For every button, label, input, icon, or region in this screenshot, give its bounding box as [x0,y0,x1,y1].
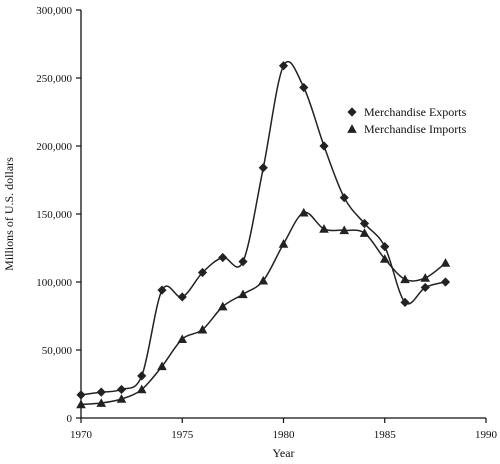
series-layer [76,60,451,409]
data-point-imports [339,225,350,235]
series-line-imports [80,211,446,406]
data-point-exports [218,252,228,263]
data-point-exports [380,242,390,252]
x-axis-title: Year [272,446,294,460]
data-point-imports [278,239,289,248]
data-point-exports [339,193,349,203]
data-point-imports [400,274,410,284]
y-tick-label: 250,000 [36,73,72,85]
data-point-imports [359,228,370,237]
series-exports [76,60,451,400]
x-tick-label: 1990 [475,429,498,441]
data-point-exports [238,257,248,267]
x-tick-label: 1970 [70,429,93,441]
y-tick-label: 200,000 [36,141,72,153]
data-point-exports [420,282,430,293]
y-tick-label: 100,000 [36,277,72,289]
legend-label-imports: Merchandise Imports [364,122,467,136]
legend-item-imports: Merchandise Imports [347,122,467,136]
y-tick-label: 150,000 [36,209,72,221]
legend-marker-diamond [347,107,357,117]
data-point-exports [116,384,127,395]
data-point-imports [379,254,390,263]
legend-item-exports: Merchandise Exports [347,105,467,119]
data-point-exports [157,285,167,295]
data-point-exports [319,141,329,151]
data-point-exports [76,390,86,400]
y-tick-label: 0 [67,413,73,425]
data-point-imports [319,224,329,233]
x-tick-label: 1980 [273,429,296,441]
y-axis-title: Millions of U.S. dollars [2,157,16,271]
data-point-exports [197,267,208,278]
data-point-imports [96,398,107,407]
data-point-imports [136,384,147,394]
data-point-imports [157,361,167,371]
data-point-exports [96,387,106,397]
data-point-imports [177,334,188,343]
data-point-exports [278,61,289,71]
data-point-imports [258,275,269,285]
x-tick-label: 1985 [374,429,397,441]
y-ticks: 0 50,000 100,000 150,000 200,000 250,000 300,0… [36,5,81,425]
data-point-exports [359,218,370,229]
axes [80,10,486,419]
data-point-exports [400,297,410,307]
data-point-imports [217,301,228,311]
data-point-exports [440,277,451,287]
data-point-imports [420,273,431,282]
data-point-imports [197,324,208,334]
data-point-imports [116,394,127,403]
data-point-exports [177,292,187,302]
data-point-exports [258,163,268,173]
data-point-imports [298,207,309,217]
series-imports [76,207,451,409]
y-tick-label: 300,000 [36,5,72,17]
y-tick-label: 50,000 [42,345,73,357]
data-point-imports [440,258,451,267]
data-point-imports [238,289,248,299]
data-point-exports [137,371,147,381]
x-tick-label: 1975 [171,429,194,441]
data-point-exports [299,82,309,93]
legend-label-exports: Merchandise Exports [364,105,467,119]
x-ticks: 1970 1975 1980 1985 1990 [70,418,498,441]
data-point-imports [76,399,86,409]
legend-marker-triangle [347,124,357,133]
legend: Merchandise Exports Merchandise Imports [347,105,467,136]
